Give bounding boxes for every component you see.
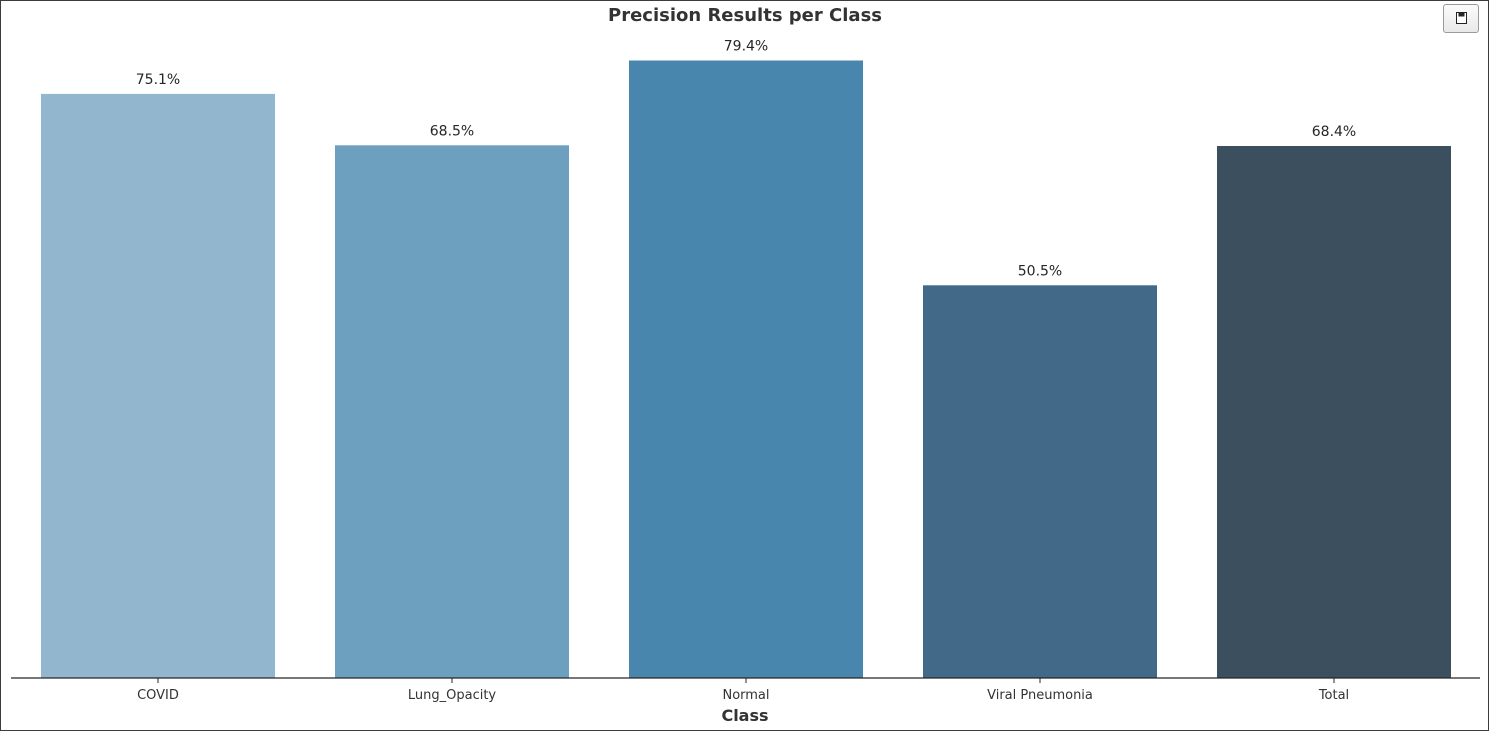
x-ticks-layer: COVID Lung_Opacity Normal Viral Pneumonia To… bbox=[137, 678, 1349, 703]
value-label-viral-pneumonia: 50.5% bbox=[1018, 263, 1062, 279]
value-label-normal: 79.4% bbox=[724, 39, 768, 55]
bar-covid bbox=[41, 93, 275, 678]
x-tick-label-covid: COVID bbox=[137, 688, 179, 703]
bar-total bbox=[1217, 146, 1451, 678]
chart-title: Precision Results per Class bbox=[608, 5, 882, 26]
floppy-disk-icon bbox=[1456, 12, 1467, 24]
bar-lung-opacity bbox=[335, 145, 569, 679]
bar-normal bbox=[629, 60, 863, 678]
x-axis-label: Class bbox=[721, 706, 768, 725]
save-figure-button[interactable] bbox=[1443, 4, 1479, 33]
bars-layer bbox=[41, 60, 1451, 679]
value-label-lung-opacity: 68.5% bbox=[430, 123, 474, 139]
x-tick-label-viral-pneumonia: Viral Pneumonia bbox=[987, 688, 1093, 703]
bar-viral-pneumonia bbox=[923, 285, 1157, 678]
x-tick-label-lung-opacity: Lung_Opacity bbox=[408, 688, 497, 703]
x-tick-label-normal: Normal bbox=[722, 688, 769, 703]
value-labels-layer: 75.1% 68.5% 79.4% 50.5% 68.4% bbox=[136, 39, 1356, 280]
value-label-total: 68.4% bbox=[1312, 124, 1356, 140]
x-tick-label-total: Total bbox=[1318, 688, 1349, 703]
value-label-covid: 75.1% bbox=[136, 72, 180, 88]
